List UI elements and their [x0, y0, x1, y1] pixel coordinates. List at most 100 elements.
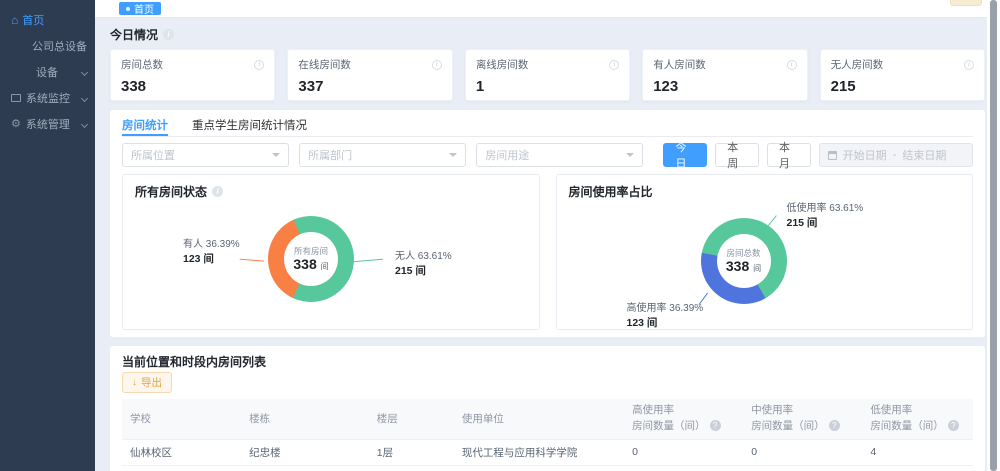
- department-select[interactable]: 所属部门: [299, 143, 467, 167]
- col-line2: 房间数量（间）: [751, 419, 825, 432]
- chevron-down-icon: [80, 94, 89, 102]
- stat-value: 338: [121, 78, 147, 95]
- slice-label-count: 123 间: [183, 252, 214, 265]
- info-icon[interactable]: i: [212, 186, 224, 197]
- date-separator: -: [892, 149, 897, 161]
- partial-element: [950, 0, 982, 6]
- tab-bar: 首页: [95, 0, 1000, 18]
- help-icon[interactable]: ?: [828, 420, 840, 432]
- monitor-icon: [11, 94, 21, 102]
- tab-room-stats[interactable]: 房间统计: [122, 117, 168, 136]
- col-floor: 楼层: [368, 399, 454, 440]
- col-building: 楼栋: [241, 399, 369, 440]
- chart-title-text: 所有房间状态: [135, 185, 208, 199]
- usage-rate-donut[interactable]: 房间总数 338 间: [700, 218, 787, 304]
- table-header-row: 学校 楼栋 楼层 使用单位 高使用率 房间数量（间）? 中使用率 房间数量（间）…: [122, 399, 973, 440]
- donut-center: 所有房间 338 间: [284, 232, 338, 286]
- charts-row: 所有房间状态 i 所有房间 338 间: [122, 174, 973, 330]
- scrollbar-thumb[interactable]: [990, 0, 997, 471]
- info-icon[interactable]: i: [254, 59, 265, 70]
- slice-label-text: 无人 63.61%: [395, 251, 452, 262]
- table-row[interactable]: 仙林校区 纪忠楼 1层 计算机学院 6 0 11: [122, 465, 973, 471]
- slice-label-text: 高使用率 36.39%: [626, 303, 704, 314]
- info-icon[interactable]: i: [786, 59, 797, 70]
- chevron-down-icon: [272, 153, 281, 157]
- cell-floor: 1层: [368, 465, 454, 471]
- sidebar-item-company-devices[interactable]: 公司总设备: [0, 33, 95, 59]
- start-date-placeholder: 开始日期: [842, 150, 887, 162]
- cell-low: 11: [862, 465, 973, 471]
- tab-home[interactable]: 首页: [119, 2, 161, 16]
- col-unit: 使用单位: [453, 399, 625, 440]
- stat-label: 无人房间数: [830, 59, 884, 71]
- help-icon[interactable]: ?: [947, 420, 959, 432]
- location-select[interactable]: 所属位置: [122, 143, 290, 167]
- stats-tabs: 房间统计 重点学生房间统计情况: [122, 117, 973, 137]
- this-month-button[interactable]: 本月: [766, 142, 811, 170]
- select-placeholder: 所属位置: [131, 150, 175, 162]
- sidebar-item-devices[interactable]: 设备: [0, 59, 95, 85]
- cell-low: 4: [862, 439, 973, 466]
- donut-center-label: 房间总数: [726, 248, 761, 259]
- cell-school: 仙林校区: [122, 439, 242, 466]
- donut-center-label: 所有房间: [293, 246, 328, 257]
- cell-mid: 0: [743, 439, 863, 466]
- help-icon[interactable]: ?: [709, 420, 721, 432]
- cell-high: 6: [624, 465, 744, 471]
- date-range-picker[interactable]: 开始日期 - 结束日期: [818, 143, 973, 167]
- chevron-down-icon: [626, 153, 635, 157]
- sidebar-item-system-admin[interactable]: ⚙ 系统管理: [0, 111, 95, 137]
- main-area: 首页 今日情况 i 房间总数 i 338 在线房间数 i 337 离线房间数 i: [95, 0, 1000, 471]
- info-icon[interactable]: i: [609, 59, 620, 70]
- sidebar-item-label: 公司总设备: [32, 41, 87, 53]
- stat-label: 房间总数: [121, 59, 163, 71]
- sidebar-item-home[interactable]: ⌂ 首页: [0, 7, 95, 33]
- this-week-button[interactable]: 本周: [715, 142, 759, 170]
- select-placeholder: 所属部门: [308, 150, 353, 162]
- section-title-text: 当前位置和时段内房间列表: [122, 355, 267, 369]
- info-icon[interactable]: i: [163, 29, 175, 40]
- stat-value: 337: [298, 78, 324, 95]
- sidebar-item-label: 系统管理: [25, 119, 70, 131]
- cell-unit: 现代工程与应用科学学院: [453, 439, 625, 466]
- export-button[interactable]: ↓ 导出: [122, 372, 172, 393]
- donut-center-unit: 间: [320, 262, 329, 272]
- stat-card-empty-rooms: 无人房间数 i 215: [819, 49, 986, 101]
- cell-high: 0: [624, 439, 744, 466]
- end-date-placeholder: 结束日期: [902, 150, 947, 162]
- room-status-donut[interactable]: 所有房间 338 间: [268, 216, 354, 302]
- room-list-title: 当前位置和时段内房间列表: [122, 353, 973, 370]
- occupied-slice-label: 有人 36.39% 123 间: [183, 238, 240, 266]
- usage-rate-chart-card: 房间使用率占比 房间总数 338 间: [555, 174, 973, 330]
- filter-row: 所属位置 所属部门 房间用途 今日 本周 本月: [122, 142, 973, 170]
- tab-key-student-room-stats[interactable]: 重点学生房间统计情况: [192, 120, 307, 132]
- table-row[interactable]: 仙林校区 纪忠楼 1层 现代工程与应用科学学院 0 0 4: [122, 439, 973, 466]
- slice-label-count: 123 间: [626, 316, 658, 329]
- select-placeholder: 房间用途: [485, 150, 530, 162]
- stat-label: 有人房间数: [653, 59, 706, 71]
- info-icon[interactable]: i: [964, 59, 975, 70]
- sidebar-item-label: 首页: [22, 15, 45, 27]
- room-usage-select[interactable]: 房间用途: [476, 143, 644, 167]
- sidebar-item-system-monitor[interactable]: 系统监控: [0, 85, 95, 111]
- stat-label: 在线房间数: [298, 59, 351, 71]
- cell-mid: 0: [743, 465, 863, 471]
- room-status-chart-card: 所有房间状态 i 所有房间 338 间: [122, 174, 540, 330]
- room-list-table: 学校 楼栋 楼层 使用单位 高使用率 房间数量（间）? 中使用率 房间数量（间）…: [122, 399, 973, 471]
- scrollbar-track[interactable]: [987, 0, 1000, 471]
- info-icon[interactable]: i: [431, 59, 442, 70]
- donut-center-value: 338: [725, 258, 750, 275]
- home-icon: ⌂: [11, 13, 19, 27]
- donut-center: 房间总数 338 间: [716, 234, 771, 288]
- stat-card-online-rooms: 在线房间数 i 337: [287, 49, 453, 101]
- cell-school: 仙林校区: [122, 465, 242, 471]
- room-list-panel: 当前位置和时段内房间列表 ↓ 导出 学校 楼栋 楼层: [110, 346, 985, 471]
- chevron-down-icon: [80, 68, 89, 76]
- col-line2: 房间数量（间）: [870, 419, 944, 432]
- section-title-text: 今日情况: [110, 28, 159, 42]
- stat-cards: 房间总数 i 338 在线房间数 i 337 离线房间数 i 1 有人房间数 i 123…: [110, 49, 986, 101]
- today-button[interactable]: 今日: [663, 142, 708, 170]
- sidebar: ⌂ 首页 公司总设备 设备 系统监控 ⚙ 系统管理: [0, 0, 95, 471]
- slice-label-text: 低使用率 63.61%: [786, 203, 864, 214]
